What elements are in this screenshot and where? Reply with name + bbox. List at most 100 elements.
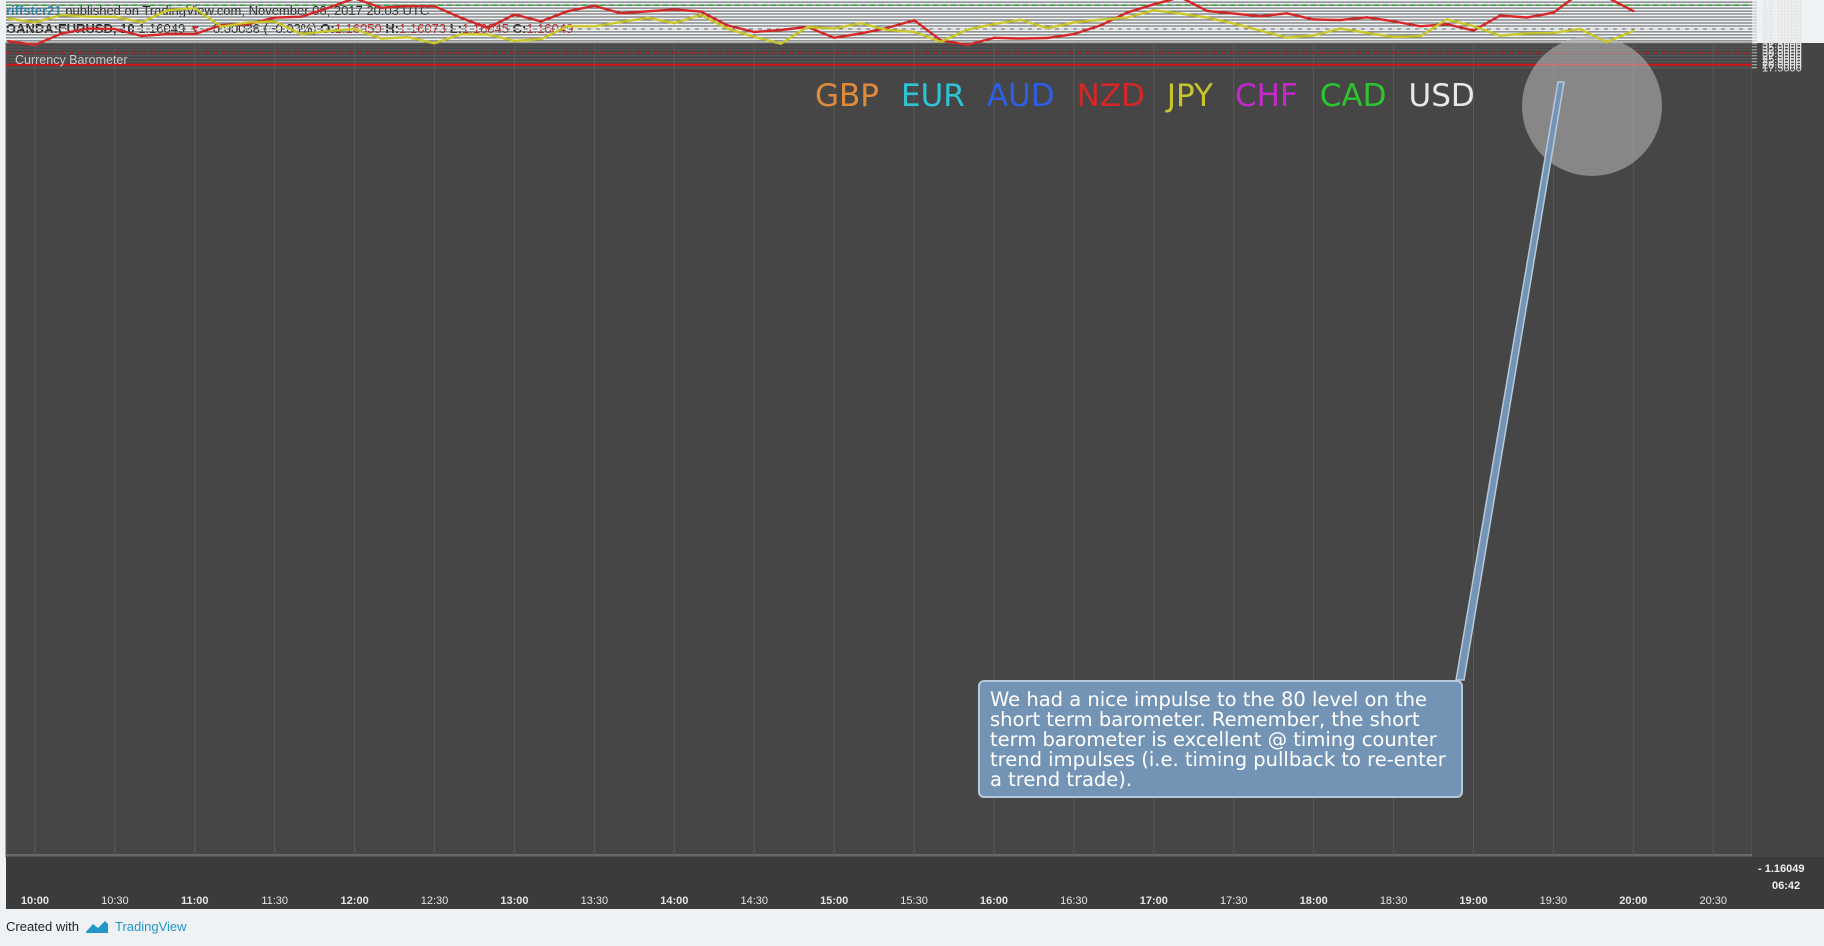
data-point-nzd xyxy=(1392,20,1395,23)
data-point-jpy xyxy=(1152,9,1156,12)
data-point-jpy xyxy=(33,21,37,24)
annotation-callout[interactable]: We had a nice impulse to the 80 level on… xyxy=(978,680,1463,798)
data-point-jpy xyxy=(673,21,676,25)
x-tick-label: 11:30 xyxy=(261,895,288,907)
data-point-jpy xyxy=(1392,35,1395,39)
data-point-nzd xyxy=(1445,22,1449,26)
data-point-jpy xyxy=(513,39,516,43)
data-point-nzd xyxy=(140,34,143,38)
data-point-jpy xyxy=(806,25,809,29)
data-point-nzd xyxy=(513,13,516,16)
data-point-nzd xyxy=(433,5,436,8)
data-point-nzd xyxy=(166,32,170,36)
y-tick-label: 67.5000 xyxy=(1762,3,1802,15)
x-tick-label: 18:00 xyxy=(1300,895,1328,907)
data-point-jpy xyxy=(619,20,623,24)
data-point-jpy xyxy=(380,37,383,40)
plot-area[interactable] xyxy=(5,42,1753,858)
data-point-jpy xyxy=(7,17,10,20)
data-point-nzd xyxy=(1312,18,1315,21)
data-point-jpy xyxy=(1339,27,1342,30)
data-point-nzd xyxy=(406,4,410,8)
data-point-jpy xyxy=(1019,18,1022,22)
data-point-jpy xyxy=(832,27,836,30)
data-point-nzd xyxy=(1072,32,1076,36)
data-point-jpy xyxy=(939,40,942,44)
legend-item-usd: USD xyxy=(1408,78,1475,114)
x-tick-label: 20:30 xyxy=(1699,895,1727,907)
data-point-nzd xyxy=(380,6,383,10)
data-point-jpy xyxy=(193,7,196,10)
x-tick-label: 17:30 xyxy=(1220,895,1248,907)
data-point-jpy xyxy=(1125,16,1129,19)
data-point-nzd xyxy=(726,24,729,27)
x-tick-label: 12:30 xyxy=(421,895,449,907)
x-tick-label: 16:30 xyxy=(1060,895,1088,907)
data-point-jpy xyxy=(1046,26,1049,30)
data-point-jpy xyxy=(1578,27,1582,31)
data-point-nzd xyxy=(753,30,756,34)
data-point-nzd xyxy=(1339,18,1342,22)
y-tick-label: 27.5000 xyxy=(1762,51,1802,63)
y-tick-label: 42.5000 xyxy=(1762,33,1802,45)
y-tick-label: 77.5000 xyxy=(1762,0,1802,3)
legend-item-nzd: NZD xyxy=(1076,78,1145,114)
data-point-jpy xyxy=(539,37,543,41)
data-point-jpy xyxy=(992,22,996,26)
time-axis-panel xyxy=(6,857,1824,909)
x-tick-label: 11:00 xyxy=(181,895,209,907)
data-point-jpy xyxy=(273,20,276,23)
created-with-label: Created with xyxy=(6,919,79,934)
y-tick-label: 72.5000 xyxy=(1762,0,1802,9)
data-point-nzd xyxy=(593,4,596,8)
data-point-jpy xyxy=(1179,12,1182,15)
data-point-jpy xyxy=(406,35,410,39)
y-tick-label: 55.0000 xyxy=(1762,18,1802,30)
data-point-nzd xyxy=(1205,9,1209,13)
data-point-jpy xyxy=(1472,25,1475,28)
data-point-nzd xyxy=(1232,12,1235,15)
legend-item-chf: CHF xyxy=(1234,78,1298,114)
data-point-jpy xyxy=(486,33,490,36)
y-tick-label: 52.5000 xyxy=(1762,21,1802,33)
data-point-nzd xyxy=(1046,36,1049,40)
data-point-nzd xyxy=(566,9,569,13)
callout-pointer xyxy=(1455,81,1565,681)
data-point-nzd xyxy=(1365,16,1369,19)
data-point-nzd xyxy=(992,36,996,39)
data-point-jpy xyxy=(113,15,117,18)
y-tick-label: 37.5000 xyxy=(1762,39,1802,51)
data-point-jpy xyxy=(87,15,90,18)
data-point-jpy xyxy=(1445,18,1449,21)
data-point-nzd xyxy=(966,43,969,47)
x-tick-label: 13:00 xyxy=(500,895,528,907)
data-point-nzd xyxy=(1472,29,1475,32)
data-point-jpy xyxy=(566,24,569,28)
y-tick-label: 60.0000 xyxy=(1762,12,1802,24)
tradingview-link[interactable]: TradingView xyxy=(114,919,187,934)
y-tick-label: 30.0000 xyxy=(1762,48,1802,60)
data-point-jpy xyxy=(326,29,330,33)
y-tick-label: 62.5000 xyxy=(1762,9,1802,21)
data-point-jpy xyxy=(300,32,303,36)
data-point-nzd xyxy=(859,32,862,35)
y-tick-label: 45.0000 xyxy=(1762,30,1802,42)
data-point-jpy xyxy=(433,42,436,45)
data-point-nzd xyxy=(87,27,90,30)
data-point-nzd xyxy=(779,28,783,32)
data-point-jpy xyxy=(166,8,170,12)
currency-legend: GBP EUR AUD NZD JPY CHF CAD USD xyxy=(815,78,1475,114)
data-point-jpy xyxy=(646,16,649,20)
highlight-circle[interactable] xyxy=(1522,36,1662,176)
data-point-jpy xyxy=(593,25,596,28)
x-tick-label: 13:30 xyxy=(581,895,609,907)
legend-item-aud: AUD xyxy=(986,78,1055,114)
legend-item-cad: CAD xyxy=(1319,78,1387,114)
y-tick-label: 35.0000 xyxy=(1762,42,1802,54)
data-point-jpy xyxy=(1498,34,1502,37)
x-tick-label: 19:30 xyxy=(1540,895,1568,907)
data-point-jpy xyxy=(1552,31,1555,35)
data-point-nzd xyxy=(699,10,703,13)
legend-item-gbp: GBP xyxy=(815,78,879,114)
